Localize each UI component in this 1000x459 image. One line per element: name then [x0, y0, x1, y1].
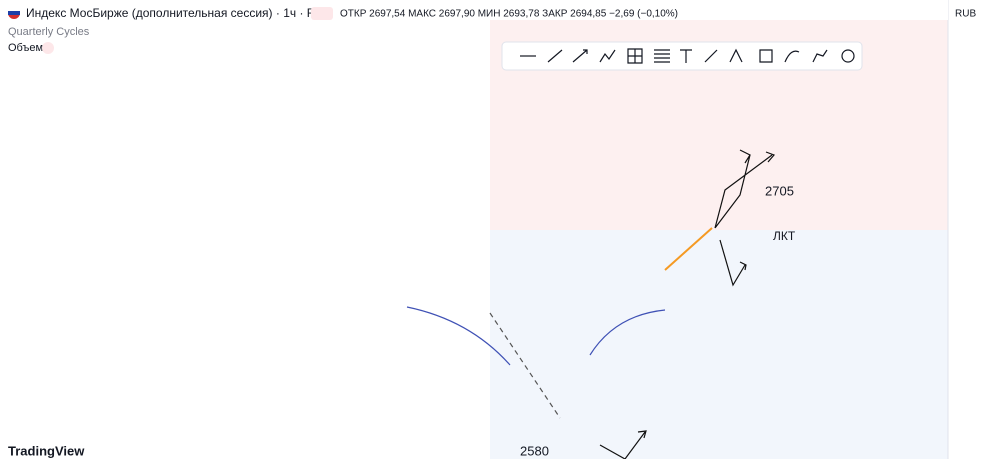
arrow-bottom: [599, 430, 647, 459]
indicator[interactable]: Quarterly Cycles: [8, 26, 90, 38]
annotation: 2705: [765, 183, 794, 198]
tool[interactable]: [654, 49, 670, 63]
header-bar: [0, 0, 948, 20]
tool[interactable]: [599, 49, 616, 63]
tool[interactable]: [627, 48, 643, 64]
drawings: [406, 149, 776, 459]
tool[interactable]: [547, 49, 563, 63]
currency[interactable]: RUB: [955, 9, 976, 20]
arrow-down: [719, 239, 747, 287]
toolbar: [501, 41, 863, 71]
warning-icon: [42, 42, 54, 54]
annotation: ЛКТ: [773, 229, 796, 243]
arc: [406, 306, 511, 366]
arc: [589, 309, 666, 356]
arrows-up: [714, 149, 776, 229]
tool[interactable]: [759, 49, 773, 63]
flag-stripe: [8, 11, 20, 15]
tool[interactable]: [729, 48, 743, 63]
drawing-toolbar: [501, 41, 863, 71]
price-axis: [948, 0, 1000, 459]
tool[interactable]: [704, 49, 718, 63]
tool[interactable]: [841, 49, 855, 63]
symbol[interactable]: Индекс МосБирже (дополнительная сессия) …: [26, 6, 332, 20]
volume[interactable]: Объем: [8, 42, 43, 54]
fib-zone-upper: [490, 0, 948, 230]
tool[interactable]: [680, 49, 692, 63]
tool[interactable]: [812, 49, 828, 63]
badge[interactable]: [311, 7, 333, 20]
fib-zone: [490, 0, 948, 459]
trend-dashed: [489, 312, 561, 419]
annotation: 2580: [520, 443, 549, 458]
trendline: [664, 227, 713, 271]
tool[interactable]: [784, 50, 800, 63]
flag-stripe: [8, 7, 20, 11]
fib-zone-lower: [490, 230, 948, 459]
logo: TradingView: [8, 443, 85, 458]
ohlc: ОТКР 2697,54 МАКС 2697,90 МИН 2693,78 ЗА…: [340, 9, 678, 20]
tool[interactable]: [572, 49, 588, 63]
